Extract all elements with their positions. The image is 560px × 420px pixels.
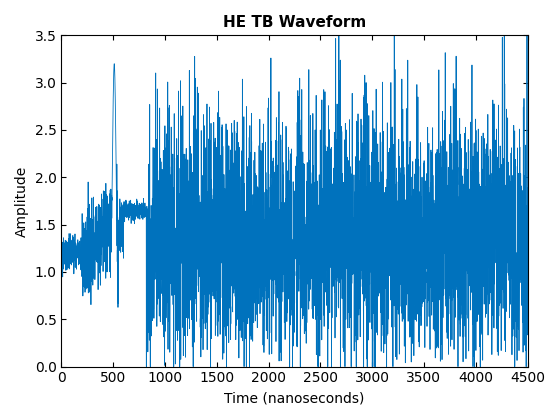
X-axis label: Time (nanoseconds): Time (nanoseconds) [224, 391, 365, 405]
Y-axis label: Amplitude: Amplitude [15, 165, 29, 236]
Title: HE TB Waveform: HE TB Waveform [223, 15, 366, 30]
